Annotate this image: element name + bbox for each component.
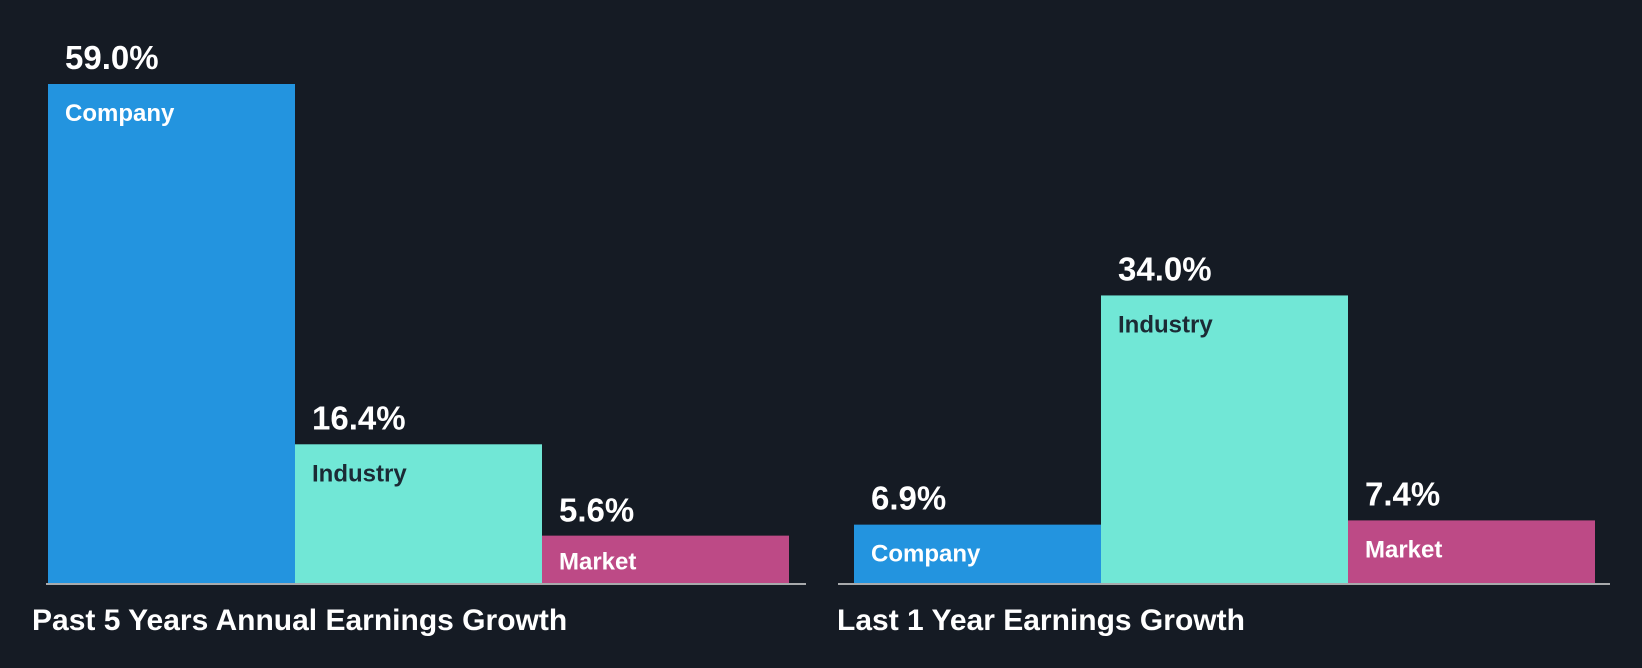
bar-label-last-1-year-company: Company — [871, 541, 981, 568]
value-label-last-1-year-company: 6.9% — [871, 480, 946, 517]
value-label-past-5-years-market: 5.6% — [559, 492, 634, 529]
value-label-past-5-years-company: 59.0% — [65, 39, 159, 76]
bar-last-1-year-industry — [1101, 295, 1348, 583]
value-label-past-5-years-industry: 16.4% — [312, 399, 406, 436]
bar-label-past-5-years-industry: Industry — [312, 460, 407, 487]
bar-past-5-years-industry — [295, 444, 542, 583]
bar-label-past-5-years-market: Market — [559, 549, 636, 576]
bar-past-5-years-company — [48, 84, 295, 583]
bar-past-5-years-market — [542, 535, 789, 583]
chart-title-last-1-year: Last 1 Year Earnings Growth — [837, 604, 1245, 637]
value-label-last-1-year-market: 7.4% — [1365, 475, 1440, 512]
bar-label-last-1-year-market: Market — [1365, 536, 1442, 563]
bar-label-last-1-year-industry: Industry — [1118, 311, 1213, 338]
bar-last-1-year-company — [854, 524, 1101, 583]
bar-last-1-year-market — [1348, 520, 1595, 583]
chart-title-past-5-years: Past 5 Years Annual Earnings Growth — [32, 604, 568, 637]
value-label-last-1-year-industry: 34.0% — [1118, 250, 1212, 287]
bar-label-past-5-years-company: Company — [65, 100, 175, 127]
